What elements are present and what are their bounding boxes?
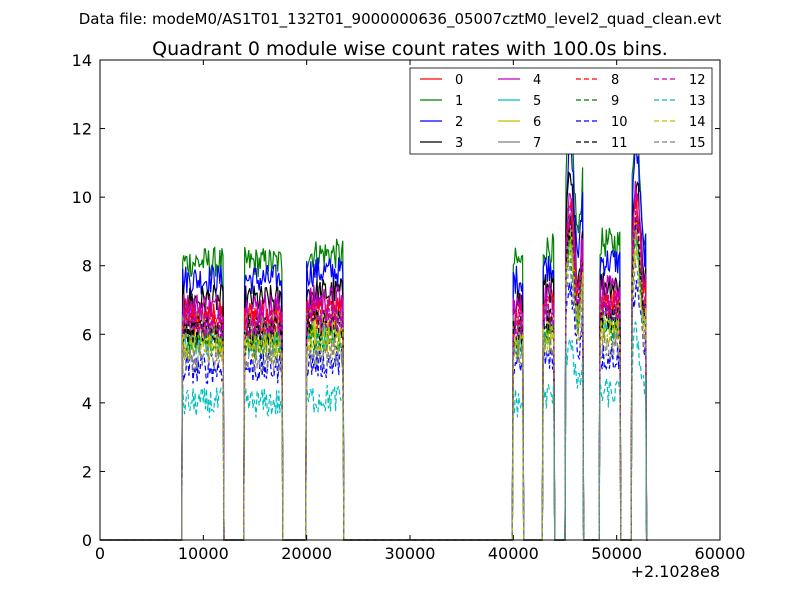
x-tick-label-4: 40000	[488, 544, 539, 563]
plot-lines	[100, 113, 648, 541]
legend-label-10: 10	[611, 115, 628, 130]
legend-label-6: 6	[533, 115, 541, 130]
y-tick-label-7: 14	[72, 51, 92, 70]
axis-ticks: 0 10000 20000 30000 40000 50000 60000024681012…	[72, 51, 746, 563]
legend-label-9: 9	[611, 94, 619, 109]
legend-label-15: 15	[689, 136, 706, 151]
legend-label-7: 7	[533, 136, 541, 151]
series-line-10	[100, 280, 648, 541]
x-tick-label-5: 50000	[591, 544, 642, 563]
series-line-4	[100, 180, 648, 541]
y-tick-label-4: 8	[82, 257, 92, 276]
legend-frame	[409, 67, 713, 155]
legend-label-12: 12	[689, 73, 706, 88]
legend-label-5: 5	[533, 94, 541, 109]
x-tick-label-6: 60000	[695, 544, 746, 563]
series-line-13	[100, 320, 648, 541]
legend-label-1: 1	[455, 94, 463, 109]
x-offset-label: +2.1028e8	[631, 562, 720, 581]
x-tick-label-1: 10000	[178, 544, 229, 563]
y-tick-label-0: 0	[82, 531, 92, 550]
legend-label-13: 13	[689, 94, 706, 109]
chart-title: Quadrant 0 module wise count rates with …	[152, 38, 668, 60]
y-tick-label-6: 12	[72, 120, 92, 139]
series-line-12	[100, 204, 648, 541]
legend-label-4: 4	[533, 73, 541, 88]
y-tick-label-5: 10	[72, 188, 92, 207]
y-tick-label-3: 6	[82, 325, 92, 344]
legend-label-11: 11	[611, 136, 628, 151]
series-line-15	[100, 260, 648, 541]
y-tick-label-1: 2	[82, 462, 92, 481]
y-tick-label-2: 4	[82, 394, 92, 413]
legend-label-2: 2	[455, 115, 463, 130]
x-tick-label-0: 0	[95, 544, 105, 563]
legend-label-3: 3	[455, 136, 463, 151]
x-tick-label-3: 30000	[385, 544, 436, 563]
legend-label-8: 8	[611, 73, 619, 88]
legend-label-14: 14	[689, 115, 706, 130]
x-tick-label-2: 20000	[281, 544, 332, 563]
series-line-1	[100, 113, 648, 541]
series-line-11	[100, 215, 648, 541]
chart-suptitle: Data file: modeM0/AS1T01_132T01_90000006…	[79, 10, 722, 29]
legend-label-0: 0	[455, 73, 463, 88]
